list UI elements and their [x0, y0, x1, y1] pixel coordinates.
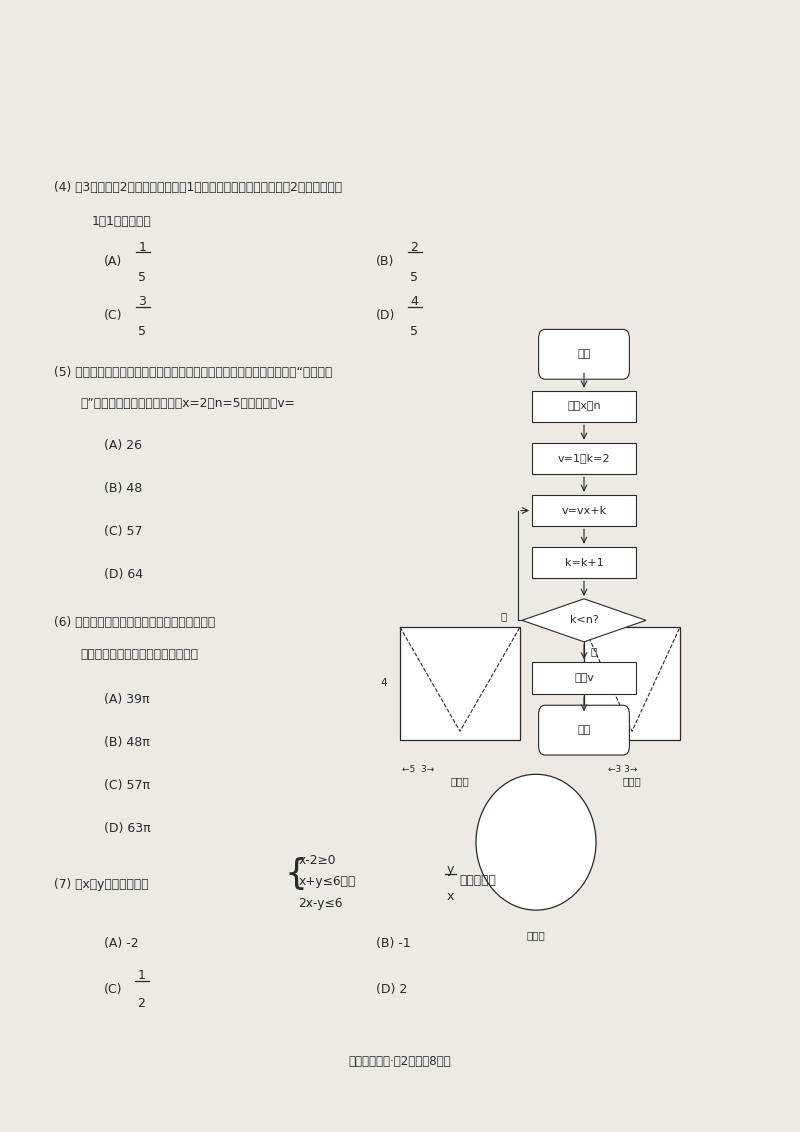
Text: ←5  3→: ←5 3→ [402, 765, 434, 774]
Text: 3: 3 [138, 295, 146, 308]
Text: (4) 从3名男生和2名女生中任意推选1名选手参加误论赛，则推选的2名选手恰好是: (4) 从3名男生和2名女生中任意推选1名选手参加误论赛，则推选的2名选手恰好是 [54, 181, 342, 194]
Text: 如图所示，则剩余部分的表面积等于: 如图所示，则剩余部分的表面积等于 [80, 648, 198, 660]
Polygon shape [400, 627, 520, 740]
Text: k<n?: k<n? [570, 616, 598, 625]
Text: 2: 2 [410, 241, 418, 254]
FancyBboxPatch shape [532, 547, 636, 578]
Text: (B): (B) [376, 255, 394, 267]
Text: 1男1女的概率是: 1男1女的概率是 [92, 215, 152, 228]
Text: (D) 63π: (D) 63π [104, 822, 150, 834]
Text: 法”，执行该程序框图，若输入x=2，n=5，则输出的v=: 法”，执行该程序框图，若输入x=2，n=5，则输出的v= [80, 397, 294, 410]
Text: 2: 2 [138, 997, 146, 1010]
Text: {: { [285, 857, 308, 891]
Text: 的最大值是: 的最大值是 [459, 874, 496, 886]
Text: 1: 1 [138, 241, 146, 254]
Text: (C) 57: (C) 57 [104, 525, 142, 538]
Text: 5: 5 [138, 271, 146, 283]
FancyBboxPatch shape [532, 391, 636, 422]
Text: 2x-y≤6: 2x-y≤6 [298, 897, 343, 909]
Text: x: x [446, 890, 454, 902]
Text: 5: 5 [138, 325, 146, 337]
FancyBboxPatch shape [532, 662, 636, 694]
Text: 结束: 结束 [578, 726, 590, 735]
Text: (B) -1: (B) -1 [376, 937, 410, 950]
Text: (A) 39π: (A) 39π [104, 693, 150, 705]
Text: k=k+1: k=k+1 [565, 558, 603, 567]
Text: 5: 5 [410, 271, 418, 283]
Text: 5: 5 [410, 325, 418, 337]
Text: 俧视图: 俧视图 [526, 931, 546, 941]
FancyBboxPatch shape [538, 705, 630, 755]
Text: (B) 48: (B) 48 [104, 482, 142, 495]
FancyBboxPatch shape [532, 495, 636, 526]
Text: 文科数学试卷·第2页（共8页）: 文科数学试卷·第2页（共8页） [349, 1055, 451, 1067]
Polygon shape [522, 599, 646, 642]
Text: 正视图: 正视图 [450, 777, 470, 787]
FancyBboxPatch shape [538, 329, 630, 379]
Text: 是: 是 [501, 611, 506, 621]
Text: (B) 48π: (B) 48π [104, 736, 150, 748]
Text: ←3 3→: ←3 3→ [608, 765, 638, 774]
Text: (C): (C) [104, 983, 122, 995]
Text: y: y [446, 863, 454, 875]
Text: (D): (D) [376, 309, 395, 321]
Text: x-2≥0: x-2≥0 [298, 854, 336, 866]
Text: 1: 1 [138, 969, 146, 981]
Text: (C): (C) [104, 309, 122, 321]
Text: (D) 64: (D) 64 [104, 568, 143, 581]
Text: (7) 若x，y满足约束条件: (7) 若x，y满足约束条件 [54, 878, 149, 891]
Text: 开始: 开始 [578, 350, 590, 359]
Text: (D) 2: (D) 2 [376, 983, 407, 995]
Text: 输出v: 输出v [574, 674, 594, 683]
Text: (A) -2: (A) -2 [104, 937, 138, 950]
Ellipse shape [476, 774, 596, 910]
Text: (6) 一个圆柱挚去一部分后，剩余部分的三视图: (6) 一个圆柱挚去一部分后，剩余部分的三视图 [54, 616, 216, 628]
Text: (C) 57π: (C) 57π [104, 779, 150, 791]
Text: 4: 4 [380, 678, 386, 688]
Text: 否: 否 [590, 646, 597, 657]
Text: 4: 4 [410, 295, 418, 308]
Text: (5) 右边程序框图的算法思路源于我国古代数学著作《数书九章》，称为“秦九韶算: (5) 右边程序框图的算法思路源于我国古代数学著作《数书九章》，称为“秦九韶算 [54, 366, 333, 378]
Text: 侧视图: 侧视图 [622, 777, 642, 787]
Text: v=vx+k: v=vx+k [562, 506, 606, 515]
Text: v=1，k=2: v=1，k=2 [558, 454, 610, 463]
Text: (A): (A) [104, 255, 122, 267]
FancyBboxPatch shape [532, 443, 636, 474]
Text: x+y≤6，则: x+y≤6，则 [298, 875, 356, 887]
Text: 输入x，n: 输入x，n [567, 402, 601, 411]
Text: (A) 26: (A) 26 [104, 439, 142, 452]
Polygon shape [584, 627, 680, 740]
